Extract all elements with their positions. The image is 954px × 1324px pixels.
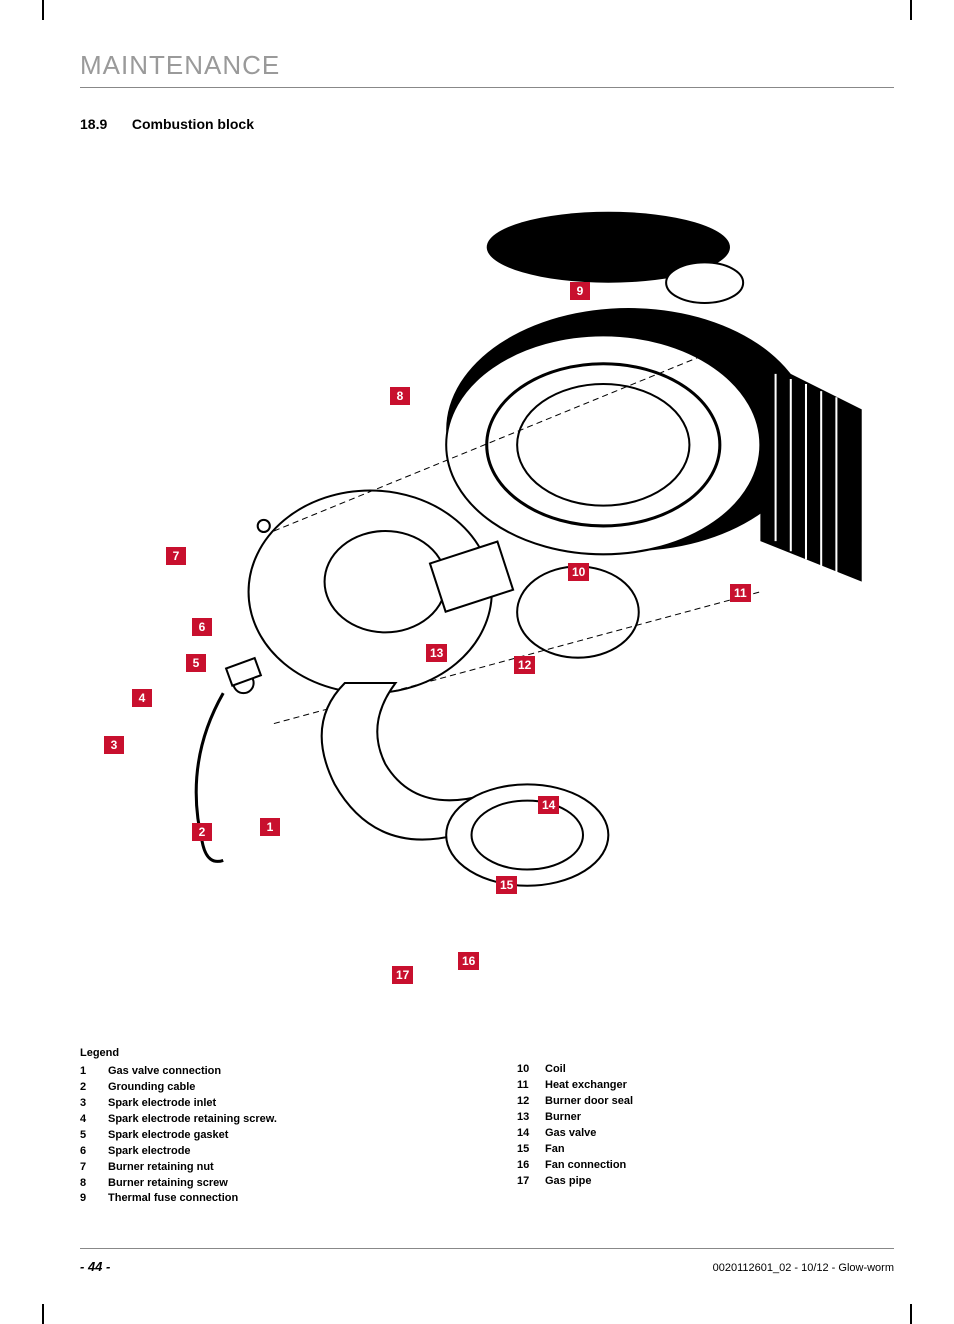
legend-item: 10Coil: [517, 1062, 894, 1078]
legend-item: 5Spark electrode gasket: [80, 1128, 457, 1144]
diagram-svg: [140, 156, 874, 906]
legend-num: 10: [517, 1062, 545, 1078]
legend-text: Spark electrode retaining screw.: [108, 1112, 277, 1128]
legend-text: Grounding cable: [108, 1080, 195, 1096]
legend-item: 11Heat exchanger: [517, 1078, 894, 1094]
section-heading: 18.9 Combustion block: [80, 116, 894, 132]
legend-item: 6Spark electrode: [80, 1144, 457, 1160]
legend-text: Burner retaining nut: [108, 1160, 214, 1176]
legend-item: 16Fan connection: [517, 1158, 894, 1174]
legend-item: 4Spark electrode retaining screw.: [80, 1112, 457, 1128]
legend-item: 8Burner retaining screw: [80, 1176, 457, 1192]
legend-item: 3Spark electrode inlet: [80, 1096, 457, 1112]
legend-text: Gas pipe: [545, 1174, 591, 1190]
legend-text: Spark electrode: [108, 1144, 191, 1160]
legend-num: 1: [80, 1064, 108, 1080]
legend-item: 1Gas valve connection: [80, 1064, 457, 1080]
legend-item: 7Burner retaining nut: [80, 1160, 457, 1176]
callout-5: 5: [186, 654, 206, 672]
legend-text: Heat exchanger: [545, 1078, 627, 1094]
legend-item: 14Gas valve: [517, 1126, 894, 1142]
legend-text: Gas valve connection: [108, 1064, 221, 1080]
callout-1: 1: [260, 818, 280, 836]
legend-item: 2Grounding cable: [80, 1080, 457, 1096]
legend-text: Fan connection: [545, 1158, 626, 1174]
legend-num: 3: [80, 1096, 108, 1112]
legend-item: 15Fan: [517, 1142, 894, 1158]
legend-num: 11: [517, 1078, 545, 1094]
section-title: Combustion block: [132, 116, 254, 132]
callout-9: 9: [570, 282, 590, 300]
callout-4: 4: [132, 689, 152, 707]
legend-num: 16: [517, 1158, 545, 1174]
spacer: [517, 1046, 894, 1062]
legend-text: Burner door seal: [545, 1094, 633, 1110]
legend-num: 12: [517, 1094, 545, 1110]
callout-8: 8: [390, 387, 410, 405]
callout-3: 3: [104, 736, 124, 754]
legend-text: Gas valve: [545, 1126, 596, 1142]
legend-num: 17: [517, 1174, 545, 1190]
legend-text: Spark electrode gasket: [108, 1128, 228, 1144]
callout-2: 2: [192, 823, 212, 841]
legend-text: Thermal fuse connection: [108, 1191, 238, 1207]
crop-mark: [910, 0, 912, 20]
legend-text: Spark electrode inlet: [108, 1096, 216, 1112]
crop-mark: [42, 1304, 44, 1324]
legend-num: 4: [80, 1112, 108, 1128]
document-id: 0020112601_02 - 10/12 - Glow-worm: [713, 1262, 894, 1274]
callout-13: 13: [426, 644, 447, 662]
callout-12: 12: [514, 656, 535, 674]
legend-num: 2: [80, 1080, 108, 1096]
legend-num: 7: [80, 1160, 108, 1176]
callout-7: 7: [166, 547, 186, 565]
legend-num: 6: [80, 1144, 108, 1160]
footer-line: - 44 - 0020112601_02 - 10/12 - Glow-worm: [80, 1259, 894, 1274]
section-number: 18.9: [80, 116, 128, 132]
figure: 1 2 3 4 5 6 7 8 9 10 11 12 13 14 15 16 1…: [80, 146, 894, 916]
footer-rule: [80, 1248, 894, 1249]
legend-item: 12Burner door seal: [517, 1094, 894, 1110]
crop-mark: [42, 0, 44, 20]
spacer: [80, 956, 894, 1046]
legend-text: Burner retaining screw: [108, 1176, 228, 1192]
legend-item: 13Burner: [517, 1110, 894, 1126]
legend-text: Fan: [545, 1142, 565, 1158]
page-content: MAINTENANCE 18.9 Combustion block: [80, 50, 894, 1274]
legend-num: 15: [517, 1142, 545, 1158]
legend-num: 8: [80, 1176, 108, 1192]
legend-num: 14: [517, 1126, 545, 1142]
legend-item: 9Thermal fuse connection: [80, 1191, 457, 1207]
legend-title: Legend: [80, 1046, 457, 1062]
legend-text: Burner: [545, 1110, 581, 1126]
legend-num: 9: [80, 1191, 108, 1207]
page-footer: - 44 - 0020112601_02 - 10/12 - Glow-worm: [80, 1248, 894, 1274]
callout-15: 15: [496, 876, 517, 894]
page-number: - 44 -: [80, 1259, 110, 1274]
legend-num: 5: [80, 1128, 108, 1144]
callout-11: 11: [730, 584, 751, 602]
callout-10: 10: [568, 563, 589, 581]
callout-16: 16: [458, 952, 479, 970]
callout-14: 14: [538, 796, 559, 814]
legend-item: 17Gas pipe: [517, 1174, 894, 1190]
callout-17: 17: [392, 966, 413, 984]
crop-mark: [910, 1304, 912, 1324]
legend-col-1: Legend 1Gas valve connection 2Grounding …: [80, 1046, 457, 1207]
chapter-title: MAINTENANCE: [80, 50, 894, 81]
legend-text: Coil: [545, 1062, 566, 1078]
exploded-diagram: [140, 156, 874, 906]
title-rule: [80, 87, 894, 88]
legend-col-2: 10Coil 11Heat exchanger 12Burner door se…: [517, 1046, 894, 1207]
callout-6: 6: [192, 618, 212, 636]
legend-num: 13: [517, 1110, 545, 1126]
legend: Legend 1Gas valve connection 2Grounding …: [80, 1046, 894, 1207]
